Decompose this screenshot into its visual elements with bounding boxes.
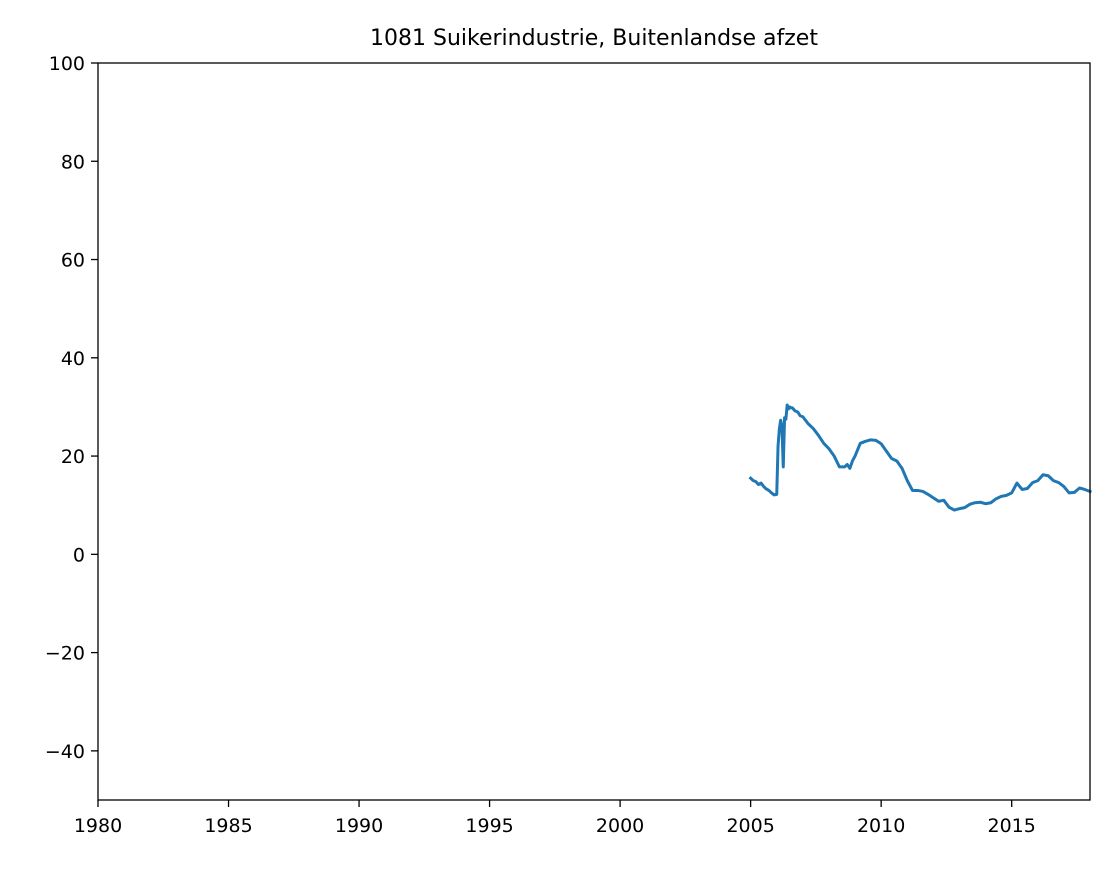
plot-frame xyxy=(97,62,1091,801)
x-tick-label: 1995 xyxy=(465,815,513,837)
y-axis: −40 −20 0 20 40 60 80 100 xyxy=(45,53,98,763)
x-tick-label: 2005 xyxy=(726,815,774,837)
x-tick-label: 1980 xyxy=(74,815,122,837)
plot-area xyxy=(748,403,1092,512)
x-tick-label: 2010 xyxy=(857,815,905,837)
x-tick-label: 1990 xyxy=(335,815,383,837)
x-tick-label: 2015 xyxy=(988,815,1036,837)
y-tick-label: 0 xyxy=(73,544,85,566)
y-tick-label: 20 xyxy=(61,446,85,468)
y-tick-label: −20 xyxy=(45,643,85,665)
y-tick-label: 100 xyxy=(49,53,85,75)
y-tick-label: −40 xyxy=(45,741,85,763)
y-tick-label: 40 xyxy=(61,348,85,370)
x-axis: 1980 1985 1990 1995 2000 2005 2010 2015 xyxy=(74,800,1036,837)
series-line xyxy=(748,403,1092,512)
chart-title: 1081 Suikerindustrie, Buitenlandse afzet xyxy=(370,26,818,51)
x-tick-label: 2000 xyxy=(596,815,644,837)
y-tick-label: 80 xyxy=(61,151,85,173)
x-tick-label: 1985 xyxy=(204,815,252,837)
y-tick-label: 60 xyxy=(61,250,85,272)
